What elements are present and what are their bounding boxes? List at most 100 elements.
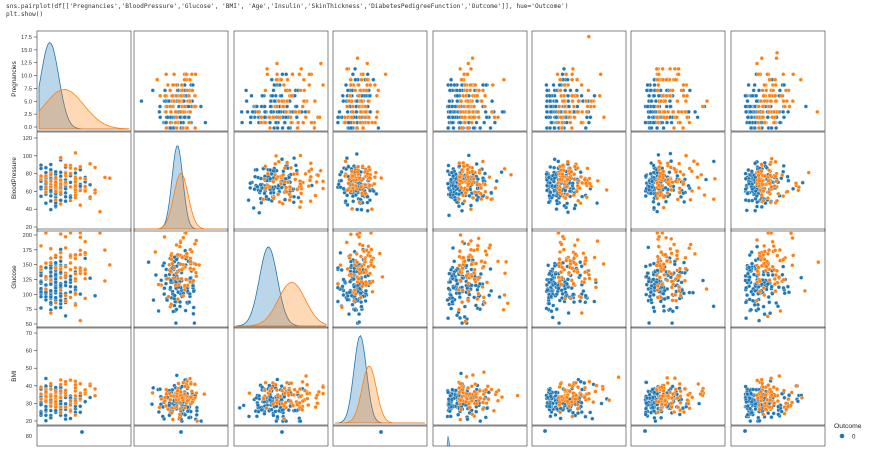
point — [83, 387, 88, 392]
point — [447, 402, 452, 407]
point — [557, 187, 562, 192]
point — [592, 255, 597, 260]
point — [563, 196, 568, 201]
point — [568, 120, 573, 125]
point — [499, 170, 504, 175]
point — [48, 270, 53, 275]
point — [758, 279, 763, 284]
point — [572, 243, 577, 248]
point — [753, 288, 758, 293]
point — [271, 88, 276, 93]
point — [173, 120, 178, 125]
point — [318, 168, 323, 173]
point — [43, 407, 48, 412]
point — [560, 291, 565, 296]
point — [664, 77, 669, 82]
point — [657, 275, 662, 280]
point — [747, 284, 752, 289]
point — [547, 180, 553, 185]
point — [663, 199, 669, 204]
point — [781, 163, 786, 168]
point — [475, 287, 480, 292]
point — [459, 167, 464, 173]
point — [566, 408, 572, 413]
point — [281, 172, 286, 177]
point — [457, 175, 462, 180]
point — [768, 200, 773, 205]
point — [481, 264, 486, 269]
point — [467, 193, 472, 198]
point — [373, 170, 378, 175]
point — [595, 201, 600, 206]
point — [586, 268, 591, 273]
point — [743, 273, 748, 279]
point — [692, 251, 697, 256]
point — [580, 194, 585, 199]
point — [575, 93, 580, 98]
point — [695, 115, 700, 120]
point — [673, 277, 678, 282]
point — [193, 262, 199, 267]
point — [561, 99, 566, 104]
point — [768, 162, 773, 167]
point — [190, 400, 195, 405]
point — [349, 115, 354, 120]
point — [63, 180, 68, 185]
point — [63, 163, 68, 168]
point — [470, 109, 476, 114]
point — [675, 268, 680, 273]
point — [346, 120, 351, 125]
point — [267, 120, 273, 125]
point — [337, 109, 342, 114]
point — [78, 318, 83, 323]
point — [352, 288, 357, 293]
point — [270, 380, 275, 386]
point — [282, 120, 287, 125]
point — [367, 198, 372, 203]
point — [174, 125, 179, 131]
point — [68, 260, 73, 266]
point — [471, 270, 477, 275]
point — [58, 298, 63, 303]
subplot-frame-r4-c2 — [233, 425, 329, 447]
point — [58, 288, 63, 293]
point — [339, 178, 344, 183]
point — [593, 285, 599, 290]
point — [663, 99, 668, 104]
point — [58, 174, 63, 179]
code-cell[interactable]: sns.pairplot(df[['Pregnancies','BloodPre… — [0, 0, 880, 22]
point — [557, 298, 562, 303]
point — [63, 405, 68, 410]
point — [347, 177, 352, 182]
point — [281, 104, 286, 109]
point — [744, 208, 749, 213]
point — [749, 169, 754, 174]
point — [279, 401, 285, 406]
point — [760, 182, 765, 187]
point — [268, 176, 273, 181]
point — [168, 104, 173, 109]
point — [675, 197, 680, 202]
point — [285, 99, 290, 104]
point — [151, 298, 156, 303]
point — [769, 230, 774, 235]
point — [43, 413, 48, 418]
point — [515, 393, 520, 398]
point — [58, 382, 63, 387]
point — [548, 394, 553, 399]
point — [53, 272, 58, 277]
point — [744, 316, 749, 321]
point — [564, 281, 569, 286]
point — [294, 115, 299, 120]
point — [43, 297, 48, 302]
point — [308, 161, 313, 166]
point — [759, 56, 764, 61]
point — [255, 184, 260, 189]
point — [546, 175, 551, 180]
point — [782, 82, 787, 88]
point — [345, 187, 350, 192]
point — [490, 99, 495, 104]
point — [53, 408, 58, 413]
point — [340, 93, 345, 98]
point — [556, 159, 561, 164]
